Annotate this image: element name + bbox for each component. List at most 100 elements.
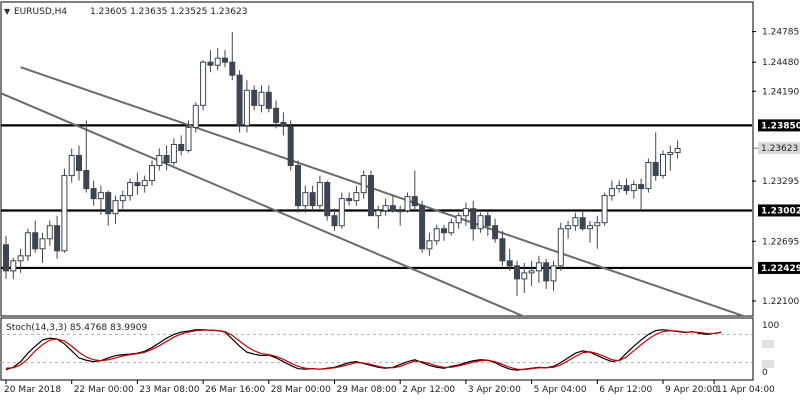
symbol-timeframe-label: EURUSD,H4 [14, 7, 67, 17]
time-tick-label: 11 Apr 04:00 [716, 385, 775, 395]
candle-body [112, 200, 119, 215]
candle-body [462, 208, 469, 217]
candle-body [638, 184, 645, 190]
candle-body [477, 215, 484, 230]
candle-body [170, 143, 177, 164]
stochastic-level-marker [762, 360, 774, 368]
candle-body [375, 210, 382, 217]
candle-body [236, 74, 243, 126]
candle-body [119, 195, 126, 202]
candle-body [484, 215, 491, 227]
price-level-box [758, 119, 800, 132]
candle-body [382, 205, 389, 212]
candle-body [397, 210, 404, 213]
candle-body [32, 232, 39, 250]
candle-body [61, 175, 68, 252]
candle-body [608, 188, 615, 197]
price-level-text: 1.23002 [761, 206, 800, 216]
candle-body [229, 61, 236, 76]
stochastic-levels [1, 333, 752, 364]
time-tick-label: 23 Mar 08:00 [139, 385, 199, 395]
time-tick-label: 2 Apr 12:00 [402, 385, 455, 395]
candle-body [426, 240, 433, 250]
candle-body [565, 225, 572, 230]
candle-body [302, 192, 309, 207]
candle-body [389, 205, 396, 212]
candle-body [353, 192, 360, 202]
candle-body [105, 192, 112, 215]
time-tick-label: 29 Mar 08:00 [337, 385, 397, 395]
candle-body [214, 57, 221, 66]
channel-line-upper [20, 66, 747, 316]
candle-body [645, 162, 652, 190]
candle-body [346, 198, 353, 202]
candle-body [127, 182, 134, 197]
candle-body [163, 154, 170, 164]
candle-body [68, 154, 75, 177]
candle-body [441, 228, 447, 234]
candle-body [557, 228, 564, 267]
candle-body [630, 184, 637, 192]
candle-body [528, 270, 535, 274]
candle-body [185, 126, 192, 151]
price-level-text: 1.23850 [761, 121, 800, 131]
candle-body [652, 162, 659, 177]
candle-body [543, 262, 550, 282]
stochastic-axis: 100 0 [762, 321, 779, 378]
descending-channel[interactable] [0, 5, 773, 326]
stochastic-tick-label: 100 [762, 321, 779, 331]
candle-body [674, 147, 681, 153]
stochastic-tick-label: 0 [762, 368, 768, 378]
candle-body [76, 154, 82, 172]
candle-body [207, 61, 214, 66]
stochastic-level-marker [762, 340, 774, 348]
stochastic-series [5, 329, 722, 371]
time-tick-label: 28 Mar 00:00 [271, 385, 331, 395]
candle-body [521, 272, 528, 280]
time-tick-label: 22 Mar 00:00 [74, 385, 134, 395]
candle-body [258, 91, 265, 106]
current-price-box [758, 142, 800, 155]
candle-body [141, 180, 148, 187]
time-axis: 20 Mar 2018 22 Mar 00:00 23 Mar 08:00 26 Ma… [4, 380, 775, 395]
candle-body [10, 260, 17, 272]
candle-body [587, 225, 593, 230]
candle-body [660, 153, 666, 177]
candle-body [623, 185, 630, 192]
price-axis: 1.24785 1.24480 1.24190 1.23295 1.22695 1.221… [752, 28, 799, 307]
candle-body [433, 228, 440, 242]
candle-body [411, 196, 418, 207]
candle-body [455, 215, 462, 224]
candle-body [616, 185, 623, 190]
candle-body [535, 262, 542, 272]
time-tick-label: 5 Apr 04:00 [534, 385, 587, 395]
candle-body [404, 196, 411, 212]
candle-body [338, 198, 345, 227]
time-tick-label: 6 Apr 12:00 [599, 385, 652, 395]
price-tick-label: 1.22100 [762, 297, 799, 307]
candle-body [287, 125, 294, 167]
candle-body [514, 265, 520, 280]
candle-body [178, 143, 185, 151]
candle-body [506, 260, 513, 267]
candle-body [448, 222, 455, 234]
candle-body [222, 57, 228, 63]
candle-body [601, 195, 608, 224]
candle-body [499, 238, 506, 262]
ohlc-readout: 1.23605 1.23635 1.23525 1.23623 [90, 7, 247, 17]
candle-body [360, 175, 367, 194]
candle-body [280, 121, 287, 127]
candle-body [149, 165, 155, 182]
candle-body [3, 244, 9, 272]
candle-body [492, 225, 499, 240]
stochastic-label: Stoch(14,3,3) 85.4768 83.9909 [6, 323, 147, 333]
price-level-box [758, 204, 800, 217]
time-tick-label: 3 Apr 20:00 [468, 385, 521, 395]
price-level-labels: 1.23850 1.23002 1.22429 1.23623 [752, 119, 800, 274]
candle-body [156, 154, 163, 167]
price-tick-label: 1.24785 [762, 28, 799, 38]
price-tick-label: 1.23295 [762, 177, 799, 187]
chart-expand-icon[interactable]: ▼ [4, 7, 11, 16]
